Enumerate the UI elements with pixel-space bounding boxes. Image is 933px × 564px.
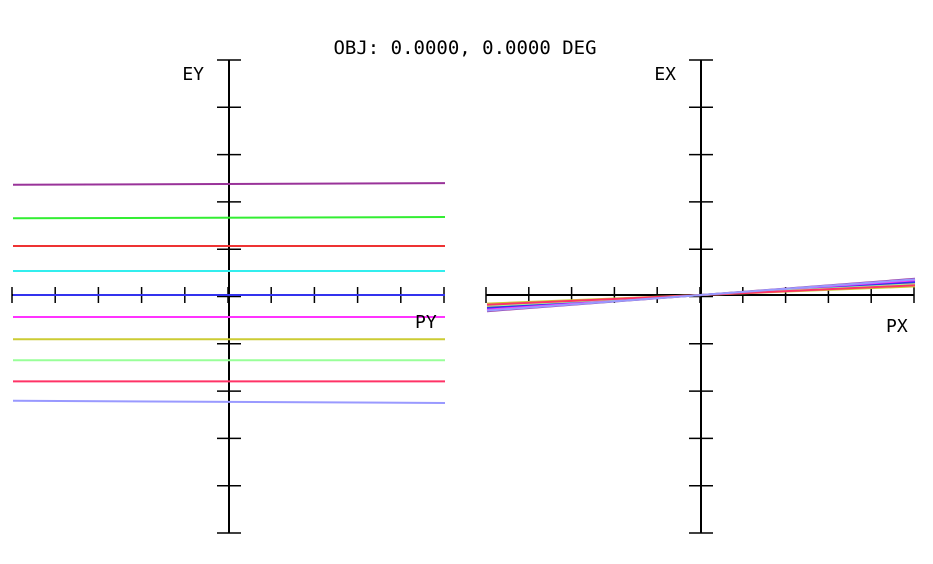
series-line-10 xyxy=(486,278,916,312)
px-axis-label: PX xyxy=(886,316,908,337)
ex-px-panel: EX PX xyxy=(485,59,916,534)
ex-axis-label: EX xyxy=(654,64,676,85)
series-line-1 xyxy=(12,182,446,186)
ey-py-panel: EY PY xyxy=(11,59,446,534)
series-line-10 xyxy=(12,399,446,404)
plot-title: OBJ: 0.0000, 0.0000 DEG xyxy=(333,37,596,59)
py-axis-label: PY xyxy=(415,312,437,333)
series-line-2 xyxy=(12,216,446,220)
ex-px-series xyxy=(486,277,916,313)
ey-axis-label: EY xyxy=(182,64,204,85)
ey-py-series xyxy=(12,182,446,404)
